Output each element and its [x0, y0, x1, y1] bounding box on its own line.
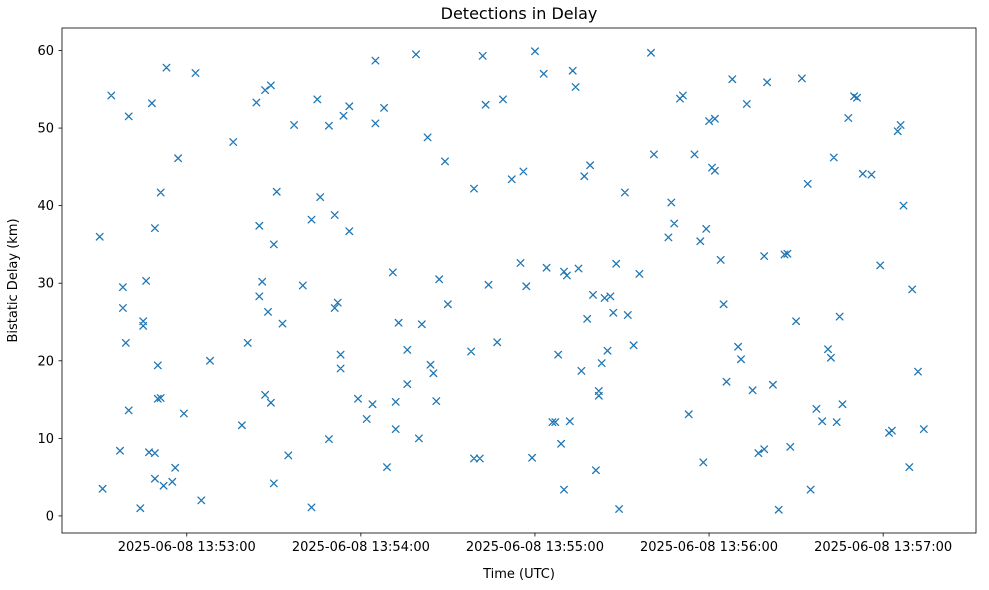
- x-tick-label-2: 2025-06-08 13:55:00: [466, 540, 604, 555]
- axes-frame: [61, 27, 977, 534]
- y-tick-label-3: 30: [37, 277, 54, 292]
- y-tick-label-5: 50: [37, 122, 54, 137]
- y-axis-label: Bistatic Delay (km): [6, 218, 21, 342]
- chart-title: Detections in Delay: [441, 4, 598, 23]
- x-tick-label-4: 2025-06-08 13:57:00: [814, 540, 952, 555]
- y-tick-label-1: 10: [37, 432, 54, 447]
- y-tick-label-2: 20: [37, 354, 54, 369]
- y-tick-label-4: 40: [37, 199, 54, 214]
- scatter-markers: [95, 47, 928, 514]
- y-tick-label-6: 60: [37, 44, 54, 59]
- x-tick-label-1: 2025-06-08 13:54:00: [292, 540, 430, 555]
- x-axis-label: Time (UTC): [482, 567, 555, 582]
- y-tick-label-0: 0: [46, 509, 54, 524]
- x-tick-label-3: 2025-06-08 13:56:00: [640, 540, 778, 555]
- x-tick-label-0: 2025-06-08 13:53:00: [118, 540, 256, 555]
